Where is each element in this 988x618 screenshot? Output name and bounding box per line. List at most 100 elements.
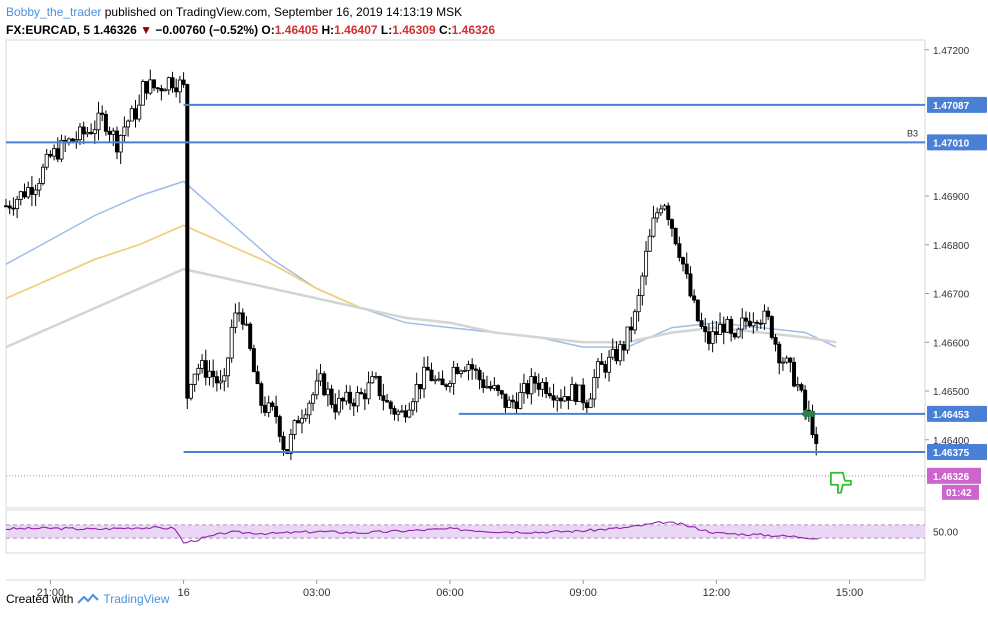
candle — [632, 311, 637, 331]
candle — [629, 326, 634, 331]
tradingview-brand[interactable]: TradingView — [103, 592, 170, 606]
candle — [518, 392, 523, 409]
candle — [362, 393, 367, 400]
candle — [418, 384, 423, 390]
price-pane[interactable] — [5, 39, 926, 509]
candle — [618, 344, 623, 362]
candle — [200, 360, 205, 369]
candle — [710, 331, 715, 344]
candle — [788, 357, 793, 363]
rsi-axis-label: 50.00 — [933, 528, 958, 539]
symbol-info-line: FX:EURCAD, 5 1.46326 ▼ −0.00760 (−0.52%)… — [6, 22, 495, 38]
candle — [703, 326, 708, 333]
candle — [18, 191, 23, 200]
candle — [225, 357, 230, 377]
y-tick-label: 1.46400 — [933, 436, 970, 447]
candle — [381, 395, 386, 401]
candle — [89, 131, 94, 134]
level-price-label: 1.47087 — [933, 101, 970, 112]
candle — [77, 126, 82, 141]
candle — [274, 406, 279, 417]
candle — [799, 384, 804, 391]
candle — [762, 310, 767, 325]
candle — [351, 402, 356, 407]
candle — [211, 370, 216, 378]
candle — [714, 331, 719, 335]
candle — [59, 139, 64, 160]
last-price-label: 1.46326 — [933, 472, 970, 483]
close-value: 1.46326 — [451, 23, 496, 37]
level-price-tag — [927, 96, 987, 113]
candle — [311, 394, 316, 404]
candle — [499, 390, 504, 395]
candle — [118, 134, 123, 153]
candle — [44, 153, 49, 168]
candle — [795, 384, 800, 387]
last-price-tag — [927, 467, 981, 484]
candle — [262, 404, 267, 413]
candle — [377, 375, 382, 397]
candle — [196, 367, 201, 375]
candle — [399, 410, 404, 413]
candle — [640, 275, 645, 297]
candle — [573, 384, 578, 402]
candle — [451, 366, 456, 384]
candle — [718, 324, 723, 335]
y-tick-label: 1.46600 — [933, 338, 970, 349]
candle — [388, 401, 393, 409]
author-link[interactable]: Bobby_the_trader — [6, 5, 102, 19]
candle — [96, 112, 101, 131]
candle — [599, 361, 604, 365]
candle — [588, 398, 593, 409]
candle — [803, 389, 808, 411]
created-with-text: Created with — [6, 592, 74, 606]
candle — [103, 113, 108, 132]
candle — [592, 377, 597, 400]
moving-average-line — [5, 180, 837, 348]
candle — [22, 191, 27, 198]
candle — [440, 378, 445, 386]
candle — [507, 399, 512, 408]
x-tick-label: 03:00 — [303, 587, 331, 599]
green-arrow-marker — [801, 407, 816, 420]
candle — [37, 182, 42, 191]
candle — [255, 371, 260, 385]
candle — [536, 382, 541, 390]
symbol-name: FX:EURCAD, 5 — [6, 23, 91, 37]
candle — [359, 392, 364, 395]
candle — [144, 81, 149, 94]
candle — [695, 299, 700, 322]
candle — [725, 319, 730, 333]
candle — [681, 257, 686, 265]
candle — [769, 316, 774, 338]
candle — [729, 319, 734, 334]
candle — [525, 383, 530, 395]
open-value: 1.46405 — [274, 23, 319, 37]
candle — [170, 77, 175, 89]
candle — [477, 369, 482, 381]
candle — [218, 380, 223, 384]
candle — [447, 382, 452, 387]
candle — [303, 414, 308, 419]
candle — [610, 348, 615, 358]
candle — [684, 263, 689, 275]
candle — [392, 408, 397, 415]
low-value: 1.46309 — [392, 23, 436, 37]
candle — [766, 310, 771, 317]
candle — [92, 129, 97, 134]
candle — [4, 205, 9, 208]
candle — [540, 382, 545, 390]
candle — [581, 384, 586, 404]
candle — [444, 384, 449, 387]
price-change: −0.00760 (−0.52%) — [155, 23, 259, 37]
candle — [551, 395, 556, 401]
candle — [514, 401, 519, 409]
candle — [70, 138, 75, 142]
candle — [248, 323, 253, 349]
candle — [233, 312, 238, 328]
candle — [521, 383, 526, 393]
candle — [533, 376, 538, 384]
candle — [52, 148, 57, 157]
down-arrow-icon: ▼ — [140, 23, 152, 37]
